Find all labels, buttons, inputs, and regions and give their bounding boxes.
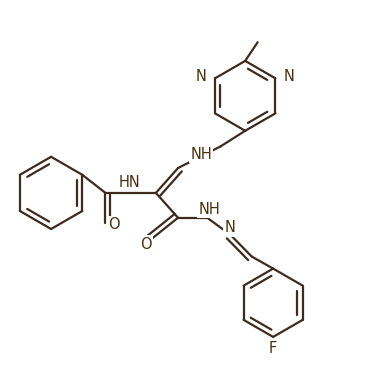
Text: HN: HN bbox=[118, 174, 140, 189]
Text: N: N bbox=[284, 69, 295, 84]
Text: N: N bbox=[196, 69, 206, 84]
Text: NH: NH bbox=[198, 202, 220, 217]
Text: N: N bbox=[224, 220, 235, 235]
Text: F: F bbox=[269, 341, 277, 356]
Text: NH: NH bbox=[190, 147, 212, 162]
Text: O: O bbox=[140, 237, 152, 252]
Text: O: O bbox=[108, 217, 120, 232]
